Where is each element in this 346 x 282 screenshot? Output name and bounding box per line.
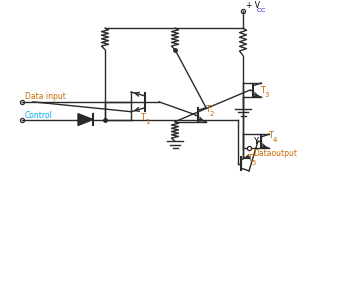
Text: T: T <box>140 113 145 122</box>
Text: Y: Y <box>253 137 258 146</box>
Text: 2: 2 <box>210 111 214 117</box>
Text: C: C <box>261 8 265 13</box>
Text: C: C <box>256 8 261 13</box>
Text: 1: 1 <box>145 118 149 124</box>
Text: T: T <box>247 154 252 163</box>
Text: Data input: Data input <box>25 92 66 101</box>
Text: + V: + V <box>246 1 260 10</box>
Text: T: T <box>268 131 273 140</box>
Text: Dataoutput: Dataoutput <box>253 149 297 158</box>
Text: 4: 4 <box>273 137 277 143</box>
Text: 3: 3 <box>265 92 270 98</box>
Text: Control: Control <box>25 111 53 120</box>
Text: T: T <box>205 105 210 114</box>
Polygon shape <box>78 114 93 125</box>
Text: T: T <box>260 86 265 95</box>
Text: 5: 5 <box>252 160 256 166</box>
